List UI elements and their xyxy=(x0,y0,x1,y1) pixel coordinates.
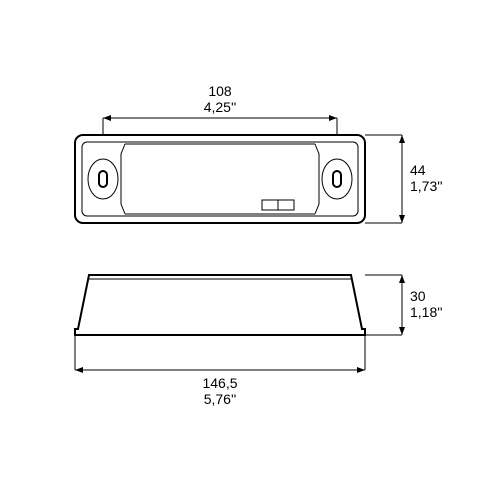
svg-text:146,5: 146,5 xyxy=(202,375,237,391)
svg-text:30: 30 xyxy=(410,288,426,304)
svg-text:1,18'': 1,18'' xyxy=(410,304,443,320)
svg-text:108: 108 xyxy=(208,83,232,99)
svg-text:4,25'': 4,25'' xyxy=(204,99,237,115)
svg-text:44: 44 xyxy=(410,162,426,178)
svg-text:1,73'': 1,73'' xyxy=(410,178,443,194)
svg-text:5,76'': 5,76'' xyxy=(204,391,237,407)
